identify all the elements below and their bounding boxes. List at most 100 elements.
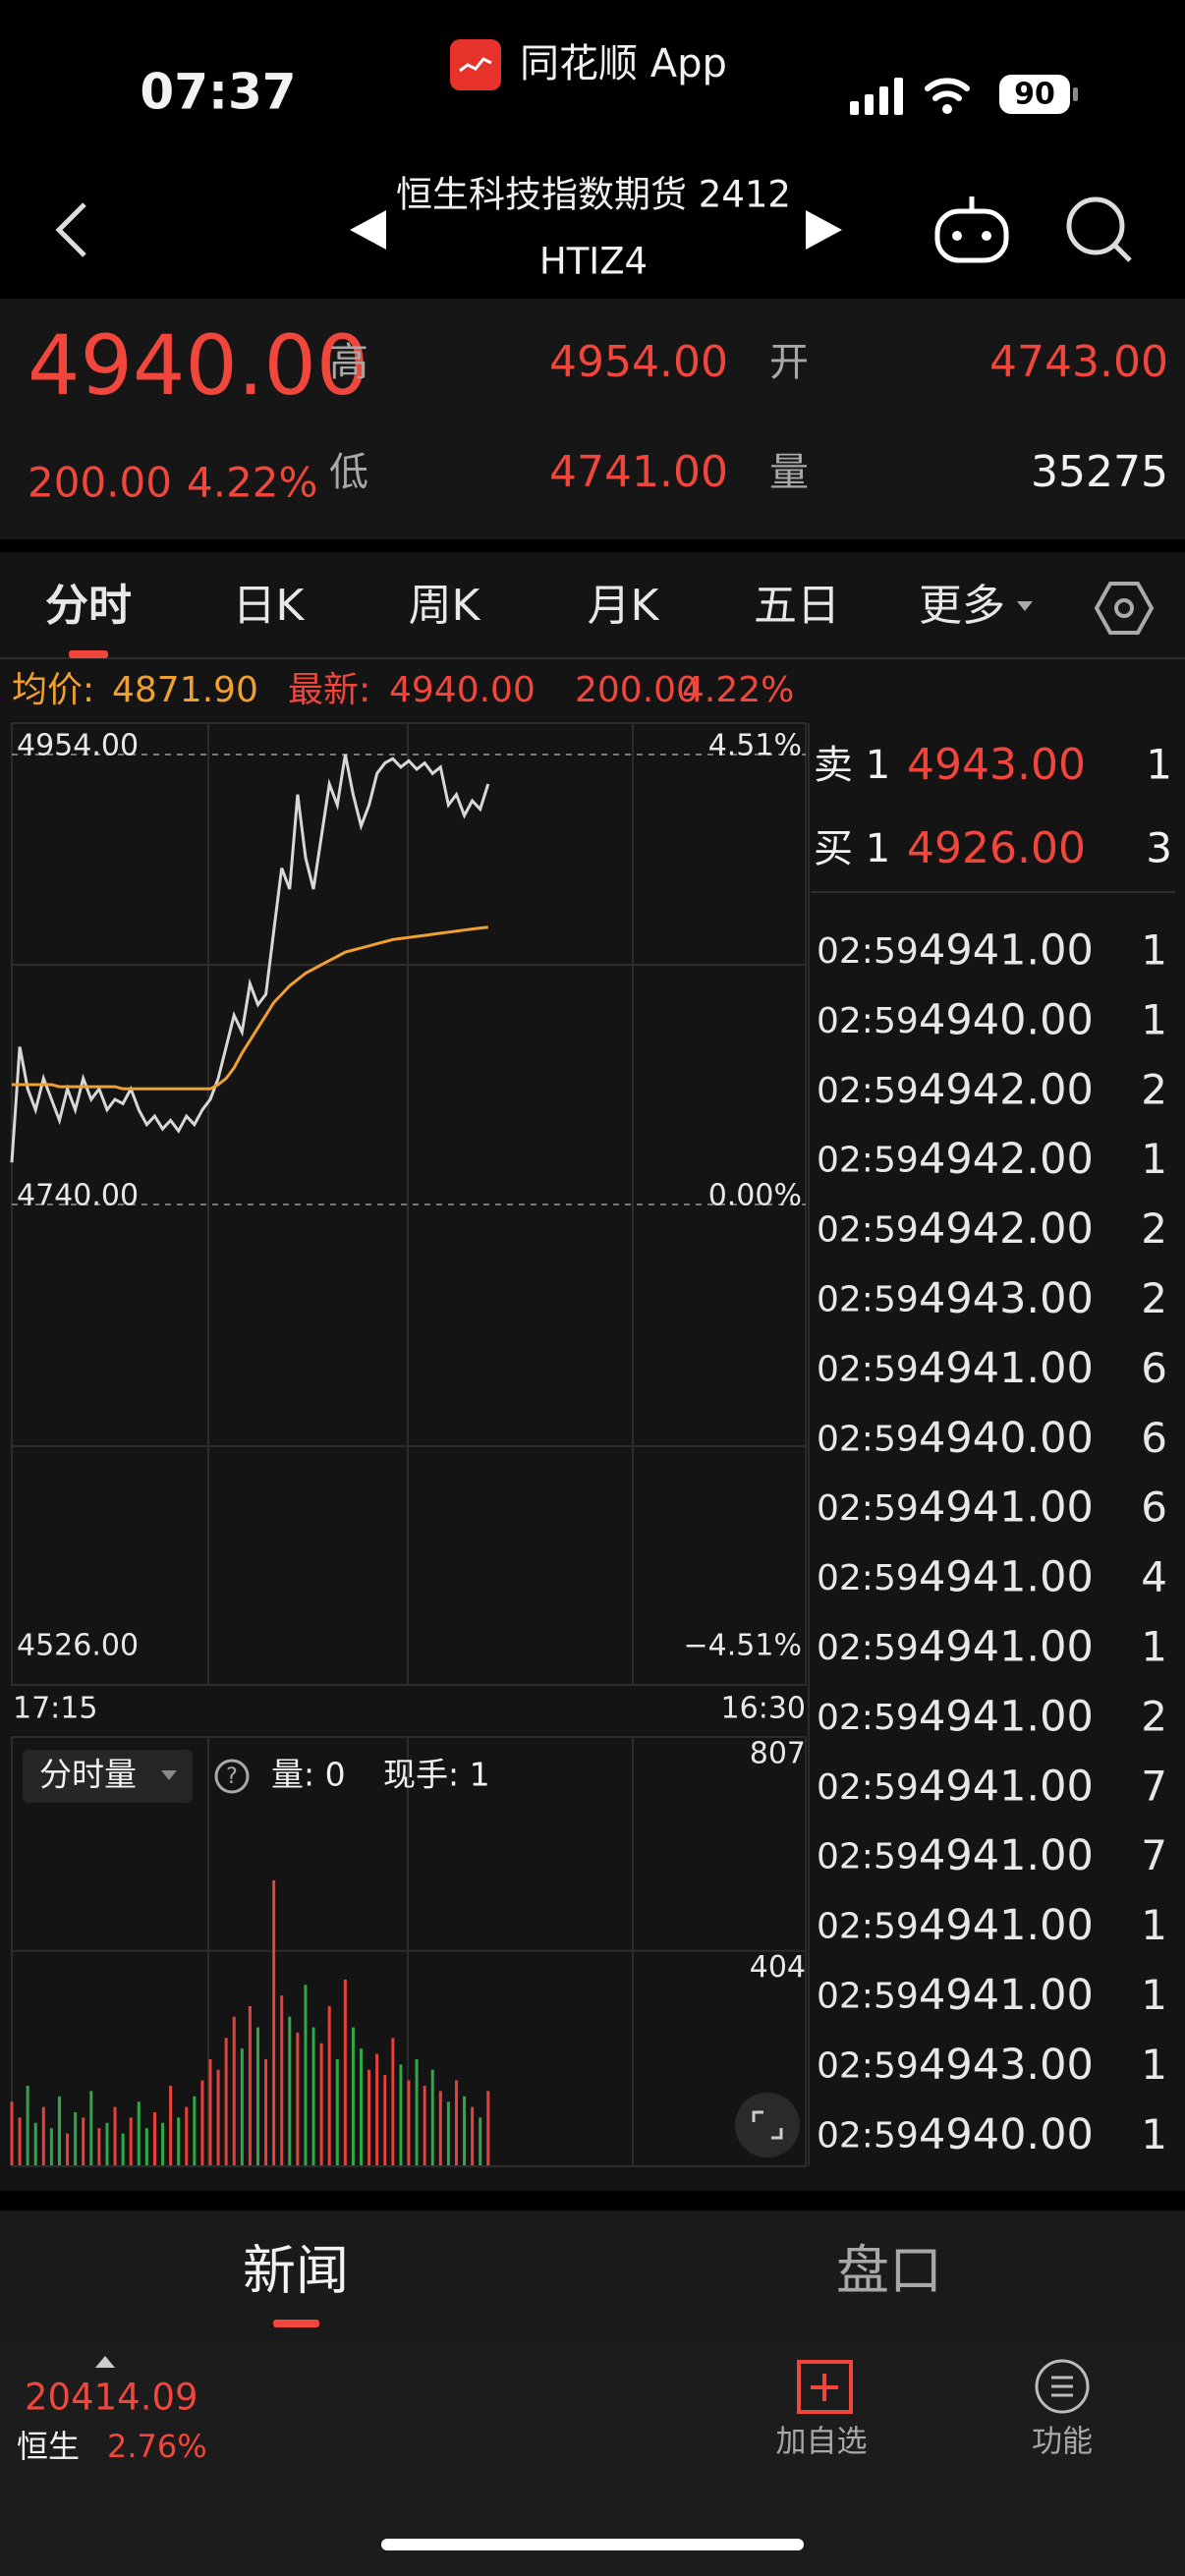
low-label: 低 xyxy=(329,450,368,495)
search-button[interactable] xyxy=(1066,196,1132,262)
avg-value: 4871.90 xyxy=(112,670,258,710)
trade-time: 02:59 xyxy=(817,1280,919,1320)
volume-bar xyxy=(430,2069,434,2165)
average-line xyxy=(12,925,488,1091)
trade-time: 02:59 xyxy=(817,2045,919,2086)
volume-bar xyxy=(66,2133,70,2165)
volume-bar xyxy=(185,2106,189,2165)
volume-bar xyxy=(383,2075,387,2165)
battery-level: 90 xyxy=(1014,78,1055,112)
ask-qty: 1 xyxy=(1146,741,1172,789)
trade-time: 02:59 xyxy=(817,1837,919,1877)
trade-qty: 1 xyxy=(1141,926,1167,975)
trade-price: 4941.00 xyxy=(919,1831,1094,1880)
y2-tick-label: 0.00% xyxy=(708,1179,802,1213)
y-tick-label: 4954.00 xyxy=(17,729,139,763)
help-icon[interactable] xyxy=(214,1759,250,1794)
last-price: 4940.00 xyxy=(28,317,368,414)
watchlist-plus xyxy=(811,2374,838,2401)
x-tick-label: 17:15 xyxy=(13,1692,97,1726)
function-button[interactable]: 功能 xyxy=(1032,2425,1093,2460)
app-icon-glyph xyxy=(459,57,492,73)
volume-bar xyxy=(486,2091,490,2165)
trade-price: 4941.00 xyxy=(919,1901,1094,1950)
expand-button[interactable] xyxy=(735,2093,800,2157)
back-button[interactable] xyxy=(55,202,86,257)
index-value[interactable]: 20414.09 xyxy=(25,2377,198,2419)
volume-bar xyxy=(296,2032,300,2165)
volume-tick-label: 404 xyxy=(750,1950,806,1985)
depth-tab[interactable]: 盘口 xyxy=(836,2240,942,2302)
trade-list: 02:59 4941.00 102:59 4940.00 102:59 4942.00 20… xyxy=(817,926,1167,2159)
volume-selector-arrow[interactable] xyxy=(161,1770,177,1780)
volume-bar xyxy=(438,2091,442,2165)
trade-price: 4941.00 xyxy=(919,1971,1094,2020)
volume-tick-label: 807 xyxy=(750,1737,806,1771)
volume-bar xyxy=(240,2048,244,2165)
trade-price: 4941.00 xyxy=(919,1484,1094,1533)
volume-bar xyxy=(407,2080,411,2165)
function-icon[interactable] xyxy=(1035,2359,1090,2414)
prev-button[interactable] xyxy=(350,210,386,250)
trade-price: 4941.00 xyxy=(919,1623,1094,1672)
settings-dot xyxy=(1114,598,1134,618)
index-name[interactable]: 恒生 xyxy=(17,2428,80,2465)
assistant-button[interactable] xyxy=(934,196,1009,263)
trade-qty: 2 xyxy=(1141,1692,1167,1740)
tab[interactable]: 日K xyxy=(233,581,306,631)
news-tab[interactable]: 新闻 xyxy=(243,2240,349,2302)
bid-label: 买 1 xyxy=(814,826,890,871)
expand-glyph xyxy=(752,2110,783,2140)
volume-bar xyxy=(255,2027,259,2165)
battery-cap xyxy=(1073,87,1078,101)
volume-label: 量 xyxy=(769,450,809,495)
volume-bar xyxy=(391,2038,395,2165)
trade-time: 02:59 xyxy=(817,1558,919,1598)
trade-qty: 4 xyxy=(1141,1553,1167,1601)
trade-time: 02:59 xyxy=(817,1349,919,1389)
watchlist-icon[interactable] xyxy=(797,2360,853,2414)
contract-code: HTIZ4 xyxy=(539,241,648,283)
high-value: 4954.00 xyxy=(549,337,728,387)
chart-panel xyxy=(0,552,1185,2191)
trade-qty: 1 xyxy=(1141,2041,1167,2089)
ask-label: 卖 1 xyxy=(814,743,890,788)
trade-qty: 1 xyxy=(1141,1971,1167,2019)
more-arrow[interactable] xyxy=(1017,601,1033,611)
volume-bar xyxy=(97,2128,101,2165)
watchlist-button[interactable]: 加自选 xyxy=(776,2425,868,2460)
volume-bar xyxy=(351,2027,355,2165)
volume-selector-label[interactable]: 分时量 xyxy=(39,1756,137,1794)
trade-price: 4943.00 xyxy=(919,1274,1094,1323)
next-button[interactable] xyxy=(806,210,842,250)
volume-bar xyxy=(74,2111,78,2165)
trade-qty: 2 xyxy=(1141,1274,1167,1322)
open-value: 4743.00 xyxy=(989,337,1168,387)
volume-bar xyxy=(288,2016,292,2165)
trade-qty: 1 xyxy=(1141,2110,1167,2158)
app-name: 同花顺 App xyxy=(520,41,727,86)
volume-selector[interactable] xyxy=(23,1750,193,1803)
contract-title: 恒生科技指数期货 2412 xyxy=(396,174,791,216)
tab[interactable]: 更多 xyxy=(919,581,1005,631)
app-icon xyxy=(450,39,501,90)
high-label: 高 xyxy=(329,340,368,385)
settings-button[interactable] xyxy=(1094,582,1155,635)
volume-bar xyxy=(367,2069,371,2165)
trade-time: 02:59 xyxy=(817,1628,919,1668)
trade-price: 4940.00 xyxy=(919,1414,1094,1463)
volume-bar xyxy=(200,2080,204,2165)
tab[interactable]: 月K xyxy=(588,581,660,631)
tab-indicator xyxy=(69,650,108,658)
tab[interactable]: 五日 xyxy=(754,581,840,631)
index-pct[interactable]: 2.76% xyxy=(107,2428,207,2465)
trade-qty: 7 xyxy=(1141,1831,1167,1879)
trade-qty: 1 xyxy=(1141,1901,1167,1949)
open-label: 开 xyxy=(769,340,809,385)
volume-bar xyxy=(423,2085,426,2165)
trade-price: 4942.00 xyxy=(919,1135,1094,1184)
tab[interactable]: 周K xyxy=(409,581,481,631)
tab[interactable]: 分时 xyxy=(45,581,132,631)
volume-bar xyxy=(113,2106,117,2165)
price-change: 200.00 xyxy=(28,459,172,507)
